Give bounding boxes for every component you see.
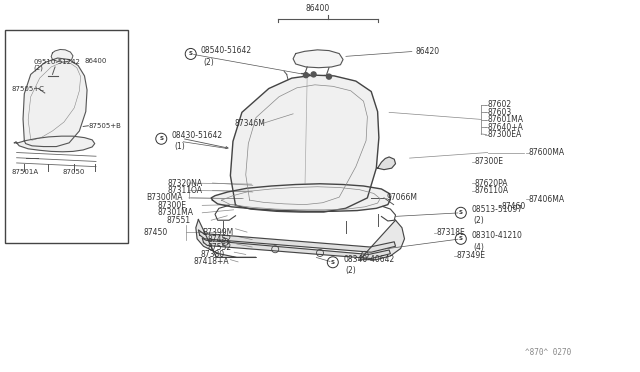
Text: 87418+A: 87418+A: [193, 257, 229, 266]
Text: 87300E: 87300E: [157, 201, 186, 210]
Text: 08540-51642: 08540-51642: [201, 46, 252, 55]
Circle shape: [326, 74, 332, 79]
Circle shape: [311, 72, 316, 77]
Text: S: S: [189, 51, 193, 57]
Polygon shape: [378, 157, 396, 170]
Text: S: S: [93, 154, 97, 160]
Polygon shape: [202, 238, 390, 259]
Text: 08430-51642: 08430-51642: [172, 131, 223, 140]
Text: 87406MA: 87406MA: [529, 195, 564, 203]
Polygon shape: [196, 219, 256, 257]
Text: 87552: 87552: [207, 243, 232, 251]
Text: 87050: 87050: [63, 169, 85, 175]
Text: 08310-41210: 08310-41210: [471, 231, 522, 240]
Text: 87380: 87380: [201, 250, 225, 259]
Text: B7399M: B7399M: [202, 228, 234, 237]
Text: (1): (1): [174, 142, 185, 151]
Polygon shape: [14, 136, 95, 152]
Text: 87551: 87551: [166, 216, 191, 225]
Text: 87300E: 87300E: [475, 157, 504, 166]
Polygon shape: [198, 230, 396, 252]
Text: 87601MA: 87601MA: [488, 115, 524, 124]
Text: S: S: [459, 210, 463, 215]
Text: 87460: 87460: [502, 202, 526, 211]
Text: 87501A: 87501A: [12, 169, 38, 175]
Text: 87603: 87603: [488, 108, 512, 117]
Text: 09510-51242: 09510-51242: [33, 60, 80, 65]
Text: (2): (2): [33, 64, 43, 71]
Text: S: S: [19, 156, 22, 161]
Text: 87452: 87452: [207, 235, 232, 244]
Polygon shape: [230, 75, 379, 212]
Text: S: S: [459, 236, 463, 241]
Text: 87346M: 87346M: [235, 119, 266, 128]
Text: (4): (4): [474, 243, 484, 251]
Text: 86420: 86420: [416, 47, 440, 56]
Text: B7300MA: B7300MA: [146, 193, 182, 202]
Text: 86400: 86400: [84, 58, 107, 64]
Text: S: S: [159, 136, 163, 141]
Text: 87505+C: 87505+C: [12, 86, 44, 92]
Text: 87505+B: 87505+B: [88, 123, 121, 129]
Text: 87600MA: 87600MA: [529, 148, 564, 157]
Text: (2): (2): [346, 266, 356, 275]
Text: 87349E: 87349E: [457, 251, 486, 260]
Text: 87320NA: 87320NA: [168, 179, 203, 187]
Circle shape: [303, 73, 308, 78]
Bar: [5, 30, 128, 243]
Polygon shape: [293, 50, 343, 68]
Text: 87311OA: 87311OA: [168, 186, 203, 195]
Text: (2): (2): [204, 58, 214, 67]
Text: 87602: 87602: [488, 100, 512, 109]
Text: 87300EA: 87300EA: [488, 130, 522, 139]
Text: S: S: [19, 58, 22, 64]
Text: 08513-51097: 08513-51097: [471, 205, 522, 214]
Text: (2): (2): [474, 217, 484, 225]
Text: ^870^ 0270: ^870^ 0270: [525, 348, 571, 357]
Polygon shape: [360, 220, 404, 260]
Text: 87450: 87450: [143, 228, 168, 237]
Text: 87318E: 87318E: [436, 228, 465, 237]
Text: 87640+A: 87640+A: [488, 123, 524, 132]
Polygon shape: [23, 58, 87, 147]
Text: 08340-40642: 08340-40642: [343, 255, 394, 264]
Text: 87301MA: 87301MA: [157, 208, 193, 217]
Polygon shape: [211, 184, 390, 211]
Text: S: S: [331, 260, 335, 265]
Text: 876110A: 876110A: [475, 186, 509, 195]
Polygon shape: [51, 49, 73, 62]
Text: 86400: 86400: [306, 4, 330, 13]
Text: 87620PA: 87620PA: [475, 179, 508, 188]
Text: 97066M: 97066M: [387, 193, 417, 202]
